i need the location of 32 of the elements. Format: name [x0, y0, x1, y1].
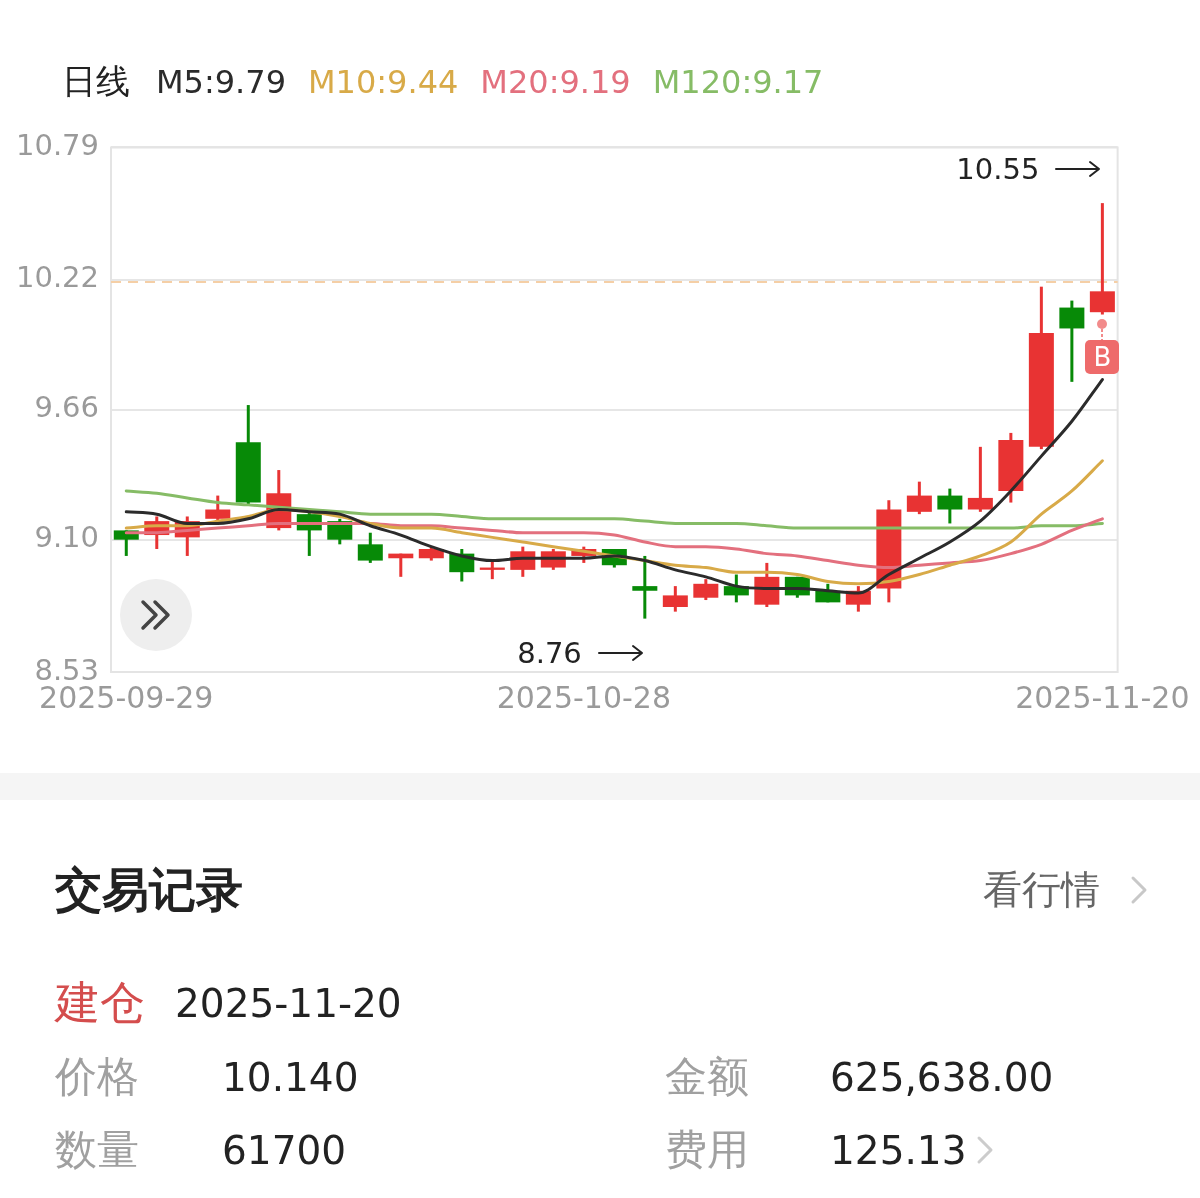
y-tick-label: 9.10 — [34, 520, 100, 555]
annotation: 10.55 — [956, 152, 1040, 187]
text: 金额 — [665, 1051, 749, 1103]
text: 价格 — [55, 1051, 139, 1103]
candlestick — [205, 495, 231, 522]
annotation: B — [1093, 341, 1112, 372]
x-tick-label: 2025-10-28 — [496, 679, 671, 715]
text: M120:9.17 — [652, 63, 824, 101]
text: 数量 — [55, 1124, 139, 1176]
text: 费用 — [665, 1124, 749, 1176]
text: 625,638.00 — [830, 1054, 1054, 1100]
text: 125.13 — [830, 1127, 967, 1173]
y-tick-label: 9.66 — [34, 390, 100, 425]
text: 看行情 — [983, 866, 1100, 914]
line-series — [124, 489, 1104, 530]
line-series — [124, 378, 1104, 595]
legend-title: 日线 — [62, 60, 130, 103]
text: M10:9.44 — [308, 63, 459, 101]
letter-badge: B — [1085, 339, 1120, 374]
candlestick — [632, 554, 658, 619]
x-tick-label: 2025-11-20 — [1015, 679, 1190, 715]
y-tick-label: 10.22 — [15, 260, 100, 295]
candlestick — [967, 445, 993, 512]
text: 建仓 — [55, 975, 145, 1031]
text: 61700 — [222, 1127, 347, 1173]
text: M20:9.19 — [480, 63, 631, 101]
text: 2025-11-20 — [175, 980, 402, 1026]
y-tick-label: 10.79 — [15, 127, 100, 162]
annotation: 8.76 — [517, 635, 582, 670]
text: 交易记录 — [55, 860, 243, 919]
text: 10.140 — [222, 1054, 359, 1100]
text: M5:9.79 — [156, 63, 286, 101]
